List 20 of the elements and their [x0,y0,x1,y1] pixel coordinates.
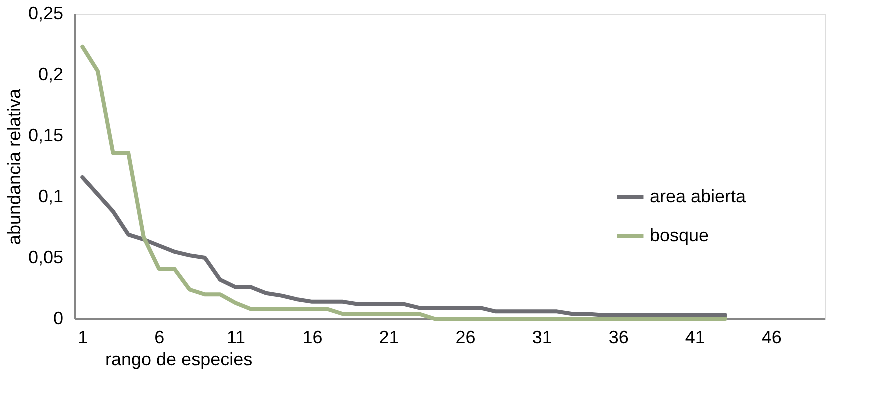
y-tick-label: 0,15 [28,126,64,146]
x-axis-title: rango de especies [106,350,253,370]
x-tick-label: 21 [379,328,400,348]
y-tick-label: 0,05 [28,248,64,268]
y-tick-label: 0 [53,308,64,328]
x-tick-label: 31 [532,328,552,348]
x-tick-label: 1 [78,328,88,348]
y-tick-label: 0,25 [28,4,64,24]
legend-label: area abierta [650,186,748,206]
y-axis-title: abundancia relativa [4,88,24,246]
x-tick-label: 46 [762,328,782,348]
x-tick-label: 6 [154,328,165,348]
x-tick-label: 36 [608,328,629,348]
legend-label: bosque [650,225,710,246]
x-tick-label: 11 [226,328,246,348]
x-tick-label: 16 [302,328,323,348]
x-tick-label: 26 [456,328,476,348]
x-tick-label: 41 [685,328,706,348]
y-tick-label: 0,1 [38,186,64,206]
y-tick-label: 0,2 [38,64,64,84]
